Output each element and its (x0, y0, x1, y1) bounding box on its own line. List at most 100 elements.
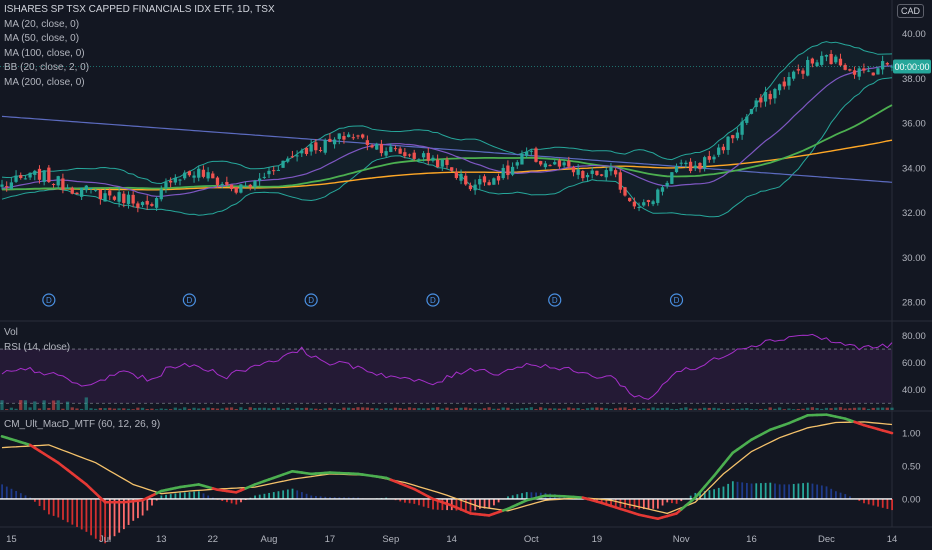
candle (187, 170, 192, 177)
candle-body (309, 144, 313, 152)
ma200-legend[interactable]: MA (200, close, 0) (4, 76, 85, 88)
volume-bar (515, 408, 519, 410)
candle-body (506, 165, 510, 176)
volume-bar (229, 407, 234, 410)
volume-bar (717, 408, 721, 410)
ma20-legend[interactable]: MA (20, close, 0) (4, 18, 80, 30)
candle (539, 160, 543, 167)
x-axis-tick: 14 (887, 534, 898, 545)
macd-histogram-bar (108, 498, 111, 540)
candle (253, 179, 257, 191)
candle-body (440, 159, 444, 167)
candle (197, 165, 201, 182)
volume-bar (801, 408, 805, 410)
chart-title: ISHARES SP TSX CAPPED FINANCIALS IDX ETF… (4, 4, 275, 15)
x-axis-tick: 19 (592, 534, 603, 545)
candle-body (108, 190, 112, 196)
volume-bar (520, 408, 524, 410)
volume-bar (108, 407, 112, 410)
candle (726, 135, 730, 155)
macd-histogram-bar (436, 498, 439, 510)
dividend-circle (304, 293, 318, 307)
candle-body (168, 180, 173, 183)
volume-bar (103, 408, 107, 410)
candle (206, 167, 210, 182)
candle-body (684, 162, 688, 165)
dividend-circle (182, 293, 196, 307)
candle (389, 143, 393, 153)
volume-bar (468, 408, 473, 410)
macd-histogram-bar (38, 498, 41, 506)
volume-bar (726, 408, 730, 410)
macd-histogram-bar (94, 498, 97, 539)
volume-bar (412, 408, 416, 410)
volume-bar (300, 408, 304, 410)
candle (94, 188, 98, 192)
macd-histogram-bar (825, 486, 828, 499)
candle-body (543, 163, 548, 168)
last-price-badge (893, 59, 931, 74)
macd-histogram-bar (99, 498, 102, 542)
candle (75, 192, 79, 195)
candle-body (272, 170, 276, 172)
candle-body (707, 156, 711, 160)
dividend-marker: D (426, 293, 440, 307)
bb-legend[interactable]: BB (20, close, 2, 0) (4, 62, 90, 73)
candle (834, 54, 838, 65)
candle-body (670, 172, 674, 184)
vol-legend[interactable]: Vol (4, 327, 18, 338)
macd-histogram-bar (118, 498, 121, 533)
candle (515, 160, 519, 169)
candle-body (117, 192, 121, 202)
candle (543, 161, 548, 170)
candle (126, 191, 131, 209)
macd-histogram-bar (282, 490, 285, 499)
volume-bar (164, 408, 168, 410)
macd-histogram-bar (783, 484, 786, 499)
volume-bar (98, 407, 103, 410)
ma100-legend[interactable]: MA (100, close, 0) (4, 47, 85, 59)
macd-histogram-bar (62, 498, 64, 520)
candle (356, 134, 360, 140)
macd-histogram-bar (10, 488, 13, 499)
candle-body (211, 173, 215, 179)
volume-bar (206, 407, 210, 410)
currency-badge[interactable]: CAD (896, 4, 924, 18)
candle-body (571, 167, 576, 173)
volume-bar (375, 408, 379, 410)
candle-body (164, 182, 168, 188)
candle-body (534, 148, 538, 162)
volume-bar (47, 407, 51, 410)
candle (707, 150, 711, 163)
rsi-legend[interactable]: RSI (14, close) (4, 341, 71, 353)
candle (276, 165, 281, 171)
candle (89, 187, 93, 194)
ma50-legend[interactable]: MA (50, close, 0) (4, 33, 80, 44)
volume-bar (599, 407, 604, 410)
volume-bar (796, 408, 800, 410)
volume-bar (857, 407, 861, 410)
candle (103, 189, 107, 202)
candle-body (787, 76, 791, 86)
macd-histogram-bar (530, 492, 533, 499)
candle-body (740, 121, 744, 135)
macd-histogram-bar (830, 488, 833, 499)
candle (37, 165, 42, 184)
macd-histogram-bar (788, 484, 790, 499)
macd-histogram-bar (197, 491, 200, 499)
volume-bar (248, 407, 252, 410)
dividend-label: D (552, 296, 558, 305)
macd-histogram-bar (863, 498, 865, 504)
candle (225, 176, 229, 187)
macd-legend[interactable]: CM_Ult_MacD_MTF (60, 12, 26, 9) (4, 419, 161, 430)
volume-bar (459, 407, 463, 410)
candle-body (42, 170, 46, 182)
volume-bar (267, 408, 271, 410)
volume-bar (702, 407, 707, 410)
candle-body (567, 160, 571, 167)
candle-body (384, 151, 388, 156)
candle (876, 66, 880, 75)
candle (810, 57, 815, 68)
candle-body (726, 136, 730, 150)
